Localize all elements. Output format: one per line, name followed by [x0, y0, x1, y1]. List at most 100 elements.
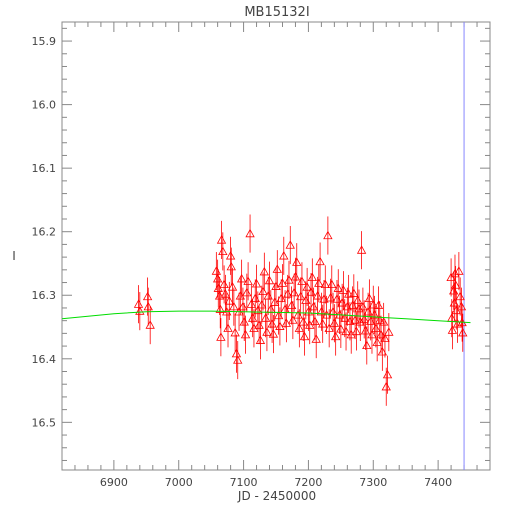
- data-point: [293, 310, 303, 319]
- y-tick-label: 16.5: [32, 416, 57, 429]
- data-point: [242, 287, 252, 297]
- data-point: [285, 240, 295, 249]
- data-point: [226, 261, 236, 271]
- data-point: [364, 293, 375, 303]
- data-point: [324, 323, 334, 332]
- data-point: [382, 369, 393, 379]
- data-point: [253, 305, 263, 315]
- data-point: [303, 306, 314, 316]
- data-point: [455, 291, 465, 301]
- y-tick-label: 16.1: [32, 162, 57, 175]
- data-point: [454, 266, 464, 275]
- chart-title: MB15132I: [244, 5, 309, 20]
- data-point: [275, 321, 285, 330]
- data-point: [354, 303, 364, 313]
- data-point: [311, 334, 321, 343]
- data-point: [323, 230, 333, 240]
- data-point: [318, 319, 328, 328]
- data-point: [298, 317, 308, 326]
- data-point: [214, 291, 225, 300]
- data-point: [220, 289, 231, 298]
- data-point: [264, 275, 275, 285]
- data-point: [279, 251, 289, 260]
- data-point: [338, 285, 349, 294]
- data-point: [215, 304, 225, 313]
- data-point: [341, 326, 351, 336]
- data-point: [381, 381, 391, 391]
- data-point: [272, 264, 282, 273]
- data-point: [353, 295, 363, 304]
- data-point: [384, 327, 394, 336]
- data-point: [307, 272, 317, 282]
- data-point: [330, 331, 341, 341]
- data-point: [254, 320, 264, 329]
- data-point: [286, 300, 297, 310]
- data-point: [329, 318, 340, 327]
- data-point: [302, 282, 312, 291]
- data-point: [249, 323, 259, 332]
- data-point: [290, 271, 301, 281]
- x-tick-label: 7000: [165, 476, 193, 489]
- data-point: [373, 300, 384, 310]
- data-point: [271, 281, 281, 290]
- data-point: [260, 313, 271, 322]
- data-point: [250, 293, 260, 303]
- data-point: [247, 313, 258, 322]
- data-point: [277, 278, 288, 287]
- data-point: [224, 296, 234, 305]
- data-point: [288, 315, 298, 324]
- data-point: [301, 295, 311, 304]
- data-point: [229, 301, 239, 311]
- data-point: [369, 310, 380, 319]
- data-point: [236, 273, 247, 283]
- data-point: [245, 228, 255, 238]
- data-point: [289, 287, 299, 297]
- data-point: [262, 327, 272, 336]
- data-point: [359, 314, 369, 323]
- data-point: [294, 323, 305, 332]
- data-point: [268, 329, 279, 338]
- data-point: [259, 266, 270, 276]
- data-point: [355, 317, 365, 326]
- data-point: [273, 310, 284, 320]
- plot-area: 6900 7000 7100 7200 7300 7400 15.9 16.0 16.1 16.2…: [32, 21, 491, 489]
- data-point: [328, 306, 338, 316]
- data-point: [281, 318, 292, 327]
- data-point: [216, 332, 226, 341]
- data-point: [310, 316, 320, 325]
- data-point: [342, 301, 353, 311]
- data-point: [292, 257, 302, 266]
- data-point: [346, 329, 356, 339]
- data-point: [316, 306, 327, 316]
- data-point: [306, 287, 316, 296]
- data-point: [447, 325, 458, 334]
- data-point: [377, 346, 388, 356]
- data-point: [219, 279, 229, 289]
- x-tick-label: 7200: [294, 476, 322, 489]
- data-point: [362, 340, 372, 350]
- data-point: [145, 320, 155, 329]
- data-point: [380, 333, 390, 343]
- data-point: [243, 276, 253, 285]
- data-point: [343, 289, 354, 298]
- x-tick-label: 7400: [424, 476, 452, 489]
- data-point: [360, 326, 371, 335]
- data-point: [456, 301, 467, 311]
- data-point: [350, 315, 360, 324]
- data-point: [230, 327, 240, 337]
- data-point: [332, 294, 342, 303]
- data-point: [133, 299, 144, 308]
- data-point: [239, 317, 249, 326]
- data-point: [216, 235, 227, 244]
- data-point: [349, 288, 359, 297]
- data-point: [365, 316, 376, 325]
- data-point: [356, 245, 367, 254]
- y-tick-label: 15.9: [32, 35, 57, 48]
- data-point: [363, 306, 373, 316]
- data-point: [337, 298, 347, 307]
- data-point: [340, 313, 350, 322]
- data-point: [223, 323, 233, 332]
- x-tick-label: 6900: [100, 476, 128, 489]
- data-point: [282, 289, 293, 298]
